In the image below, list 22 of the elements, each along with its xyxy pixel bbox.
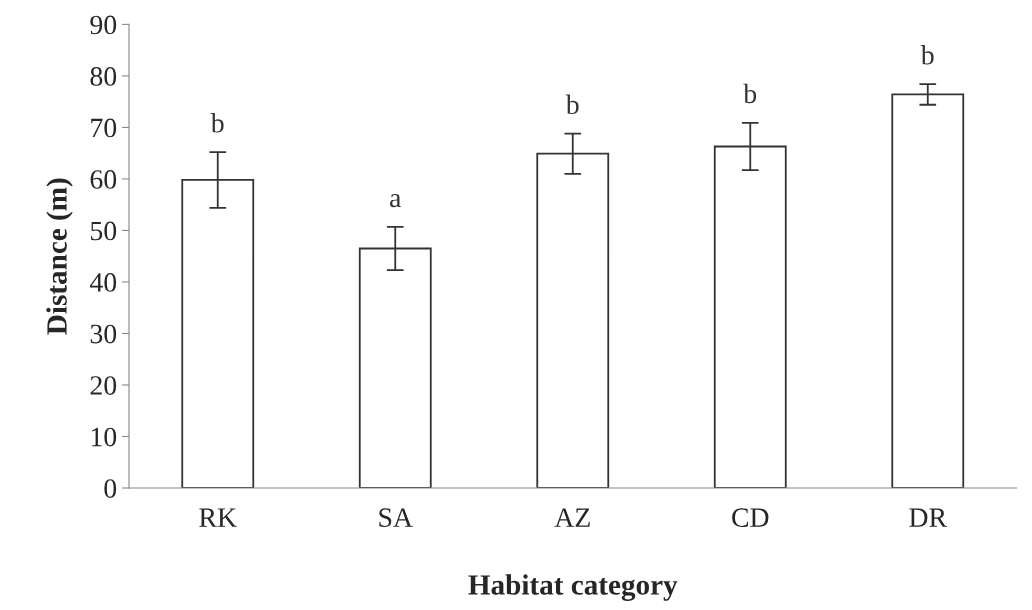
y-tick-label: 40 [89, 273, 117, 292]
y-tick-label: 50 [91, 221, 117, 241]
y-tick-label: 90 [90, 15, 117, 35]
y-tick-label: 60 [90, 170, 117, 189]
annotation: b [920, 45, 934, 65]
x-tick-label: AZ [554, 508, 590, 527]
annotation: b [743, 83, 757, 104]
x-tick-label: RK [199, 508, 237, 527]
x-tick-label: CD [732, 508, 769, 527]
y-tick-label: 70 [91, 118, 117, 138]
x-axis-title: Habitat category [468, 574, 678, 601]
y-tick-label: 80 [90, 67, 117, 86]
annotation: b [210, 113, 224, 133]
x-tick-label: DR [909, 508, 948, 527]
y-tick-label: 0 [104, 479, 117, 498]
y-tick-label: 20 [90, 376, 117, 395]
annotation: a [390, 194, 402, 208]
y-tick-label: 30 [90, 324, 117, 344]
y-tick-label: 10 [91, 427, 117, 447]
y-axis-title: Distance (m) [46, 178, 73, 335]
annotation: b [565, 94, 579, 115]
x-tick-label: SA [379, 508, 413, 527]
